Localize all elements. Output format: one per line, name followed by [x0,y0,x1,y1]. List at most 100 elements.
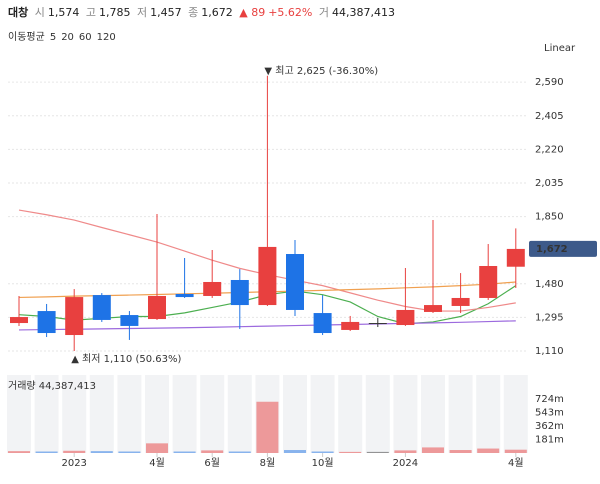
label: 저 [137,6,148,19]
volume-column [365,375,390,453]
volume-bar [8,451,30,453]
volume-column [172,375,197,453]
volume-bar [90,451,113,453]
max-annotation: ▼ 최고 2,625 (-36.30%) [264,65,378,77]
volume-bar [63,450,86,453]
candle-body [424,305,442,312]
candle-body [286,254,304,310]
volume-column [7,375,31,453]
volume-column [62,375,87,453]
value: 1,574 [47,6,80,19]
volume-tick-label: 724m [535,394,564,405]
candle-body [37,311,56,334]
volume-tick-label: 543m [535,408,564,419]
stock-name: 대창 [8,6,29,19]
volume-column [393,375,418,453]
value: 44,387,413 [332,6,395,19]
legend-entry: 5 [50,32,56,43]
x-tick-label: 4월 [149,457,165,469]
x-tick-label: 10월 [312,457,334,469]
candle-body [65,297,84,336]
x-tick-label: 2024 [393,458,418,469]
value: 1,457 [150,6,182,19]
volume-bar [256,401,279,453]
y-tick-label: 2,590 [535,77,564,88]
candle-body [230,279,249,306]
candle-body [92,295,111,320]
change: ▲ 89 [239,6,266,19]
x-tick-label: 8월 [260,457,276,469]
candle-body [175,293,194,298]
volume-bar [146,443,168,453]
label: 고 [85,6,96,19]
candle-body [451,297,470,306]
volume-column [338,375,363,453]
volume-column [503,375,528,453]
volume-bar [173,451,196,453]
volume-title: 거래량 44,387,413 [8,380,96,392]
value: 1,672 [201,6,233,19]
scale-label: Linear [544,43,576,54]
quote-header: 대창 시 1,574 고 1,785 저 1,457 종 1,672 ▲ 89 +5.62… [8,4,398,20]
x-tick-label: 4월 [508,457,524,469]
x-tick-label: 6월 [204,457,220,469]
volume-bar [422,447,444,453]
legend-title: 이동평균 [8,31,45,43]
candle-body [258,246,277,306]
volume-column [117,375,142,453]
volume-bar [366,451,389,453]
candle-body [10,317,28,324]
label: 종 [188,6,199,19]
candle-body [479,265,498,298]
legend-entry: 60 [79,32,92,43]
volume-bar [311,451,334,453]
value: 1,785 [99,6,131,19]
candle-body [148,295,166,320]
price-tag-label: 1,672 [536,244,568,255]
label: 거 [318,6,329,19]
y-tick-label: 1,480 [535,279,564,290]
legend-entry: 20 [61,32,74,43]
volume-column [89,375,114,453]
candle-body [203,281,222,296]
volume-column [34,375,59,453]
candle-body [120,315,139,326]
candle-body [313,313,332,334]
volume-column [310,375,335,453]
volume-column [227,375,252,453]
candle-body [368,323,387,325]
candle-body [506,248,525,267]
y-tick-label: 2,405 [535,111,564,122]
x-tick-label: 2023 [61,458,86,469]
volume-column [283,375,307,453]
y-tick-label: 1,295 [535,312,564,323]
volume-tick-label: 181m [535,435,564,446]
volume-column [476,375,501,453]
y-tick-label: 2,035 [535,178,564,189]
volume-bar [284,450,306,453]
volume-bar [449,450,472,453]
moving-average [18,320,516,331]
volume-bar [339,451,362,453]
volume-tick-label: 362m [535,421,564,432]
volume-column [145,375,169,453]
y-tick-label: 1,110 [535,346,564,357]
change-pct: +5.62% [268,6,313,19]
y-tick-label: 1,850 [535,212,564,223]
volume-column [448,375,473,453]
candle-body [341,321,360,330]
volume-column [200,375,225,453]
volume-bar [35,451,58,453]
volume-bar [228,451,251,453]
volume-bar [201,450,224,453]
y-tick-label: 2,220 [535,144,564,155]
volume-bar [394,450,417,453]
volume-bar [477,448,500,453]
legend-entry: 120 [97,32,116,43]
price-tag [529,240,597,257]
volume-column [421,375,445,453]
candle-body [396,309,415,326]
volume-bar [504,449,527,453]
